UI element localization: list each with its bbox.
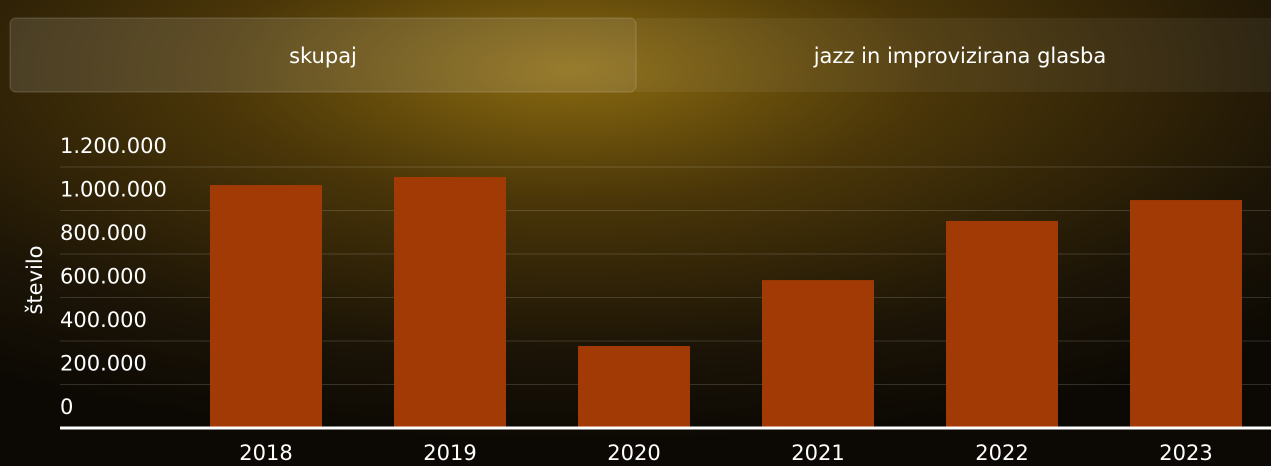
bar <box>394 177 506 428</box>
bar <box>946 220 1058 428</box>
x-tick-label: 2018 <box>239 441 292 465</box>
y-tick-label: 200.000 <box>60 352 147 376</box>
bar <box>1130 200 1242 428</box>
y-tick-label: 1.000.000 <box>60 178 167 202</box>
y-tick-label: 800.000 <box>60 221 147 245</box>
x-tick-label: 2021 <box>791 441 844 465</box>
y-tick-label: 400.000 <box>60 308 147 332</box>
bar <box>210 185 322 428</box>
y-tick-label: 0 <box>60 395 73 419</box>
tab-active[interactable] <box>9 17 637 93</box>
tab-label[interactable]: jazz in improvizirana glasba <box>813 44 1107 68</box>
x-tick-label: 2020 <box>607 441 660 465</box>
tab-label[interactable]: skupaj <box>289 44 357 68</box>
bar <box>762 280 874 428</box>
bar <box>578 346 690 428</box>
y-axis-label: število <box>23 245 47 314</box>
x-tick-label: 2019 <box>423 441 476 465</box>
y-tick-label: 1.200.000 <box>60 134 167 158</box>
x-tick-label: 2023 <box>1159 441 1212 465</box>
tab[interactable] <box>636 18 1271 92</box>
x-tick-label: 2022 <box>975 441 1028 465</box>
y-tick-label: 600.000 <box>60 265 147 289</box>
